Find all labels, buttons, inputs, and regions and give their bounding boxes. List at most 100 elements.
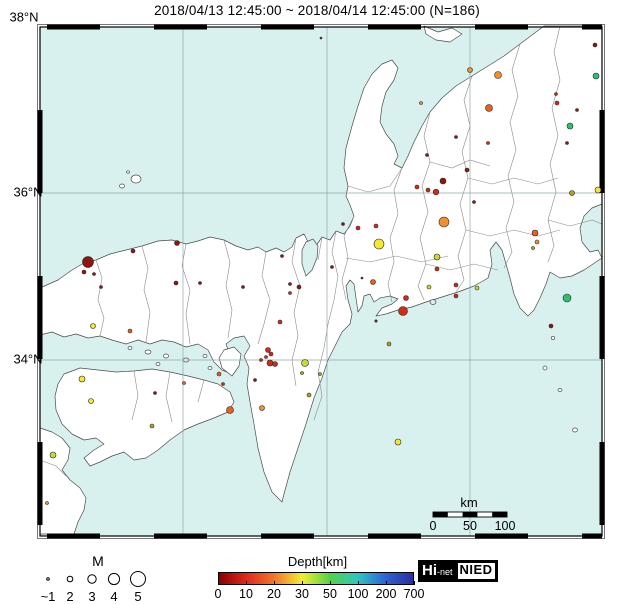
earthquake-marker [216,371,222,377]
magnitude-legend-label: 5 [134,589,141,604]
earthquake-marker [438,216,450,228]
magnitude-legend-label: 3 [88,589,95,604]
earthquake-marker [592,42,598,48]
earthquake-marker [288,282,292,286]
earthquake-marker [373,223,379,229]
izu-islet [572,427,578,433]
seto-islet [155,362,161,366]
earthquake-marker [548,323,554,329]
earthquake-marker [425,187,431,193]
earthquake-marker [153,391,157,395]
earthquake-marker [554,92,558,96]
earthquake-marker [341,222,345,226]
earthquake-marker [403,295,409,301]
depth-colorbar-tick [274,581,275,585]
earthquake-markers [45,36,602,505]
earthquake-marker [562,293,572,303]
earthquake-marker [130,248,136,254]
depth-colorbar-tick [358,581,359,585]
izu-islet [557,388,563,392]
izu-islet [542,365,548,371]
scale-bar-tick-label: 50 [463,519,477,533]
earthquake-marker [566,122,574,130]
earthquake-marker [226,406,234,414]
scale-bar-unit: km [460,495,477,510]
izu-islet [550,335,556,341]
earthquake-marker [49,451,57,459]
scale-bar-tick-labels: 0 50 100 [430,519,516,533]
magnitude-legend-items: ~1 2 3 4 5 [41,571,146,604]
earthquake-marker [554,100,560,106]
hinet-nied-logo: Hi -net NIED [418,560,498,582]
depth-colorbar-tick [330,581,331,585]
earthquake-marker [272,361,278,367]
map-frame [37,24,605,539]
earthquake-marker [149,423,155,429]
depth-colorbar-tick [386,581,387,585]
latitude-label: 34°N [13,352,42,367]
earthquake-marker [253,378,257,382]
earthquake-marker [259,358,263,362]
magnitude-legend-circle [130,571,146,587]
earthquake-marker [433,253,441,261]
hinet-logo-hi: Hi [422,562,437,579]
earthquake-marker [319,36,323,40]
depth-colorbar-tick-label: 10 [239,587,253,601]
scale-bar-segment [462,512,478,517]
latitude-label: 36°N [13,185,42,200]
earthquake-marker [277,319,283,325]
scale-bar-tick-label: 100 [495,519,516,533]
earthquake-marker [300,371,304,375]
earthquake-marker [88,398,94,404]
earthquake-marker [173,280,179,286]
magnitude-legend-label: ~1 [41,589,56,604]
magnitude-legend-label: 2 [66,589,73,604]
earthquake-marker [419,101,423,105]
depth-colorbar [218,572,414,585]
lake-hamana [429,299,437,305]
magnitude-legend-circle [87,574,97,584]
depth-colorbar-tick-label: 50 [323,587,337,601]
earthquake-marker [486,141,490,145]
earthquake-marker [594,186,602,194]
prefecture-borders [39,25,603,477]
earthquake-marker [127,328,133,334]
magnitude-legend-label: 4 [110,589,117,604]
earthquake-marker [425,153,429,157]
earthquake-marker [296,284,302,290]
map-title: 2018/04/13 12:45:00 ~ 2018/04/14 12:45:0… [154,3,480,18]
earthquake-marker [82,256,94,268]
earthquake-marker [78,375,86,383]
earthquake-marker [99,285,103,289]
scale-bar-tick-label: 0 [430,519,437,533]
depth-colorbar-tick [302,581,303,585]
earthquake-marker [434,266,440,272]
scale-bar-segment [492,512,507,517]
depth-colorbar-tick-label: 700 [403,587,425,601]
earthquake-marker [534,239,540,245]
magnitude-legend-circle [46,577,50,581]
earthquake-marker [45,501,49,505]
depth-legend-title: Depth[km] [287,554,348,569]
scale-bar-segment [433,512,448,517]
honshu-landmass [39,25,603,503]
seto-islet [202,354,208,358]
oki-islet [119,183,125,189]
earthquake-marker [565,141,569,145]
earthquake-marker [494,71,502,79]
earthquake-marker [373,238,385,250]
earthquake-marker [569,190,575,196]
earthquake-marker [241,285,245,289]
earthquake-marker [531,246,535,250]
earthquake-marker [398,306,408,316]
depth-colorbar-tick-label: 0 [214,587,222,601]
graticule [40,27,602,536]
earthquake-marker [592,72,600,80]
earthquake-marker [318,372,322,376]
earthquake-marker [414,184,420,190]
earthquake-marker [474,285,480,291]
earthquake-marker [92,272,96,276]
earthquake-marker [575,108,579,112]
earthquake-marker [81,269,87,275]
